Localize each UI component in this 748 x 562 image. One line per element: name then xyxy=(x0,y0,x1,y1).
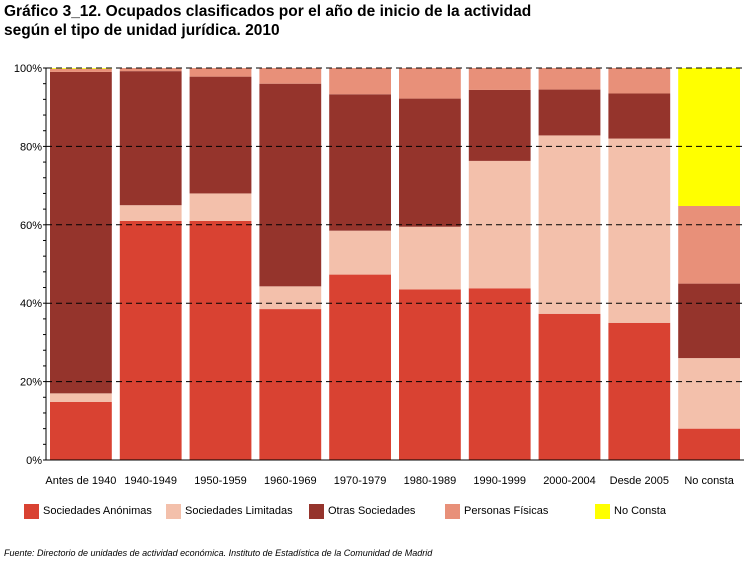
bar-segment xyxy=(608,68,671,94)
bar-segment xyxy=(189,68,252,77)
bar-segment xyxy=(538,89,601,136)
x-tick-label: 1970-1979 xyxy=(334,475,387,487)
bar-segment xyxy=(538,313,601,460)
bar-segment xyxy=(259,68,322,84)
bar-segment xyxy=(189,193,252,221)
legend-label: Sociedades Anónimas xyxy=(43,505,152,517)
bar-segment xyxy=(468,288,531,460)
bar-segment xyxy=(259,83,322,287)
x-tick-label: Antes de 1940 xyxy=(45,475,116,487)
legend-item: No Consta xyxy=(595,502,666,520)
y-tick-label: 40% xyxy=(20,298,42,310)
legend-item: Sociedades Limitadas xyxy=(166,502,293,520)
x-tick-label: 1960-1969 xyxy=(264,475,317,487)
legend-item: Otras Sociedades xyxy=(309,502,415,520)
bar-segment xyxy=(608,93,671,139)
x-tick-label: No consta xyxy=(684,475,734,487)
bar-segment xyxy=(50,71,112,394)
x-tick-label: 1950-1959 xyxy=(194,475,247,487)
bar-segment xyxy=(468,68,531,90)
x-tick-label: Desde 2005 xyxy=(610,475,669,487)
x-tick-label: 1940-1949 xyxy=(124,475,177,487)
bar-segment xyxy=(678,358,740,429)
bar-segment xyxy=(329,274,391,460)
source-note: Fuente: Directorio de unidades de activi… xyxy=(4,548,433,558)
x-tick-label: 2000-2004 xyxy=(543,475,596,487)
bar-segment xyxy=(119,68,182,72)
legend-swatch xyxy=(24,503,39,519)
bar-segment xyxy=(329,94,391,231)
legend-item: Sociedades Anónimas xyxy=(24,502,152,520)
chart-title-line-1: Gráfico 3_12. Ocupados clasificados por … xyxy=(4,3,532,20)
y-tick-label: 20% xyxy=(20,377,42,389)
legend-label: No Consta xyxy=(614,505,666,517)
bar-segment xyxy=(399,68,461,99)
bar-segment xyxy=(678,428,740,460)
legend-swatch xyxy=(309,503,324,519)
legend-swatch xyxy=(166,503,181,519)
bar-segment xyxy=(399,226,461,290)
bar-segment xyxy=(119,71,182,206)
legend-label: Personas Físicas xyxy=(464,505,549,517)
x-tick-label: 1980-1989 xyxy=(404,475,457,487)
bar-segment xyxy=(399,289,461,460)
bar-segment xyxy=(50,393,112,402)
chart-legend: Sociedades Anónimas Sociedades Limitadas O… xyxy=(24,502,744,522)
legend-item: Personas Físicas xyxy=(445,502,548,520)
legend-label: Sociedades Limitadas xyxy=(185,505,293,517)
bar-segment xyxy=(50,401,112,460)
legend-swatch xyxy=(445,503,460,519)
y-tick-label: 60% xyxy=(20,220,42,232)
bar-segment xyxy=(399,98,461,227)
bar-segment xyxy=(329,68,391,95)
legend-swatch xyxy=(595,503,610,519)
bar-segment xyxy=(678,283,740,359)
bar-segment xyxy=(678,68,740,206)
bar-segment xyxy=(259,309,322,460)
stacked-bar-chart: Antes de 1940 1940-1949 1950-1959 1960-1969… xyxy=(14,63,744,487)
bar-segment xyxy=(50,68,112,72)
bar-segment xyxy=(189,220,252,460)
bar-segment xyxy=(189,76,252,194)
bar-segment xyxy=(608,138,671,323)
bar-segment xyxy=(119,205,182,221)
y-tick-label: 80% xyxy=(20,141,42,153)
y-tick-label: 100% xyxy=(14,63,42,75)
bar-segment xyxy=(119,220,182,460)
bar-segment xyxy=(468,89,531,161)
bar-segment xyxy=(678,205,740,284)
bar-segment xyxy=(259,286,322,310)
chart-title: Gráfico 3_12. Ocupados clasificados por … xyxy=(4,2,704,40)
bar-segment xyxy=(538,68,601,90)
y-tick-label: 0% xyxy=(26,455,42,467)
bar-segment xyxy=(329,230,391,275)
x-tick-label: 1990-1999 xyxy=(473,475,526,487)
chart-title-line-2: según el tipo de unidad jurídica. 2010 xyxy=(4,22,280,39)
bar-segment xyxy=(608,322,671,460)
legend-label: Otras Sociedades xyxy=(328,505,416,517)
